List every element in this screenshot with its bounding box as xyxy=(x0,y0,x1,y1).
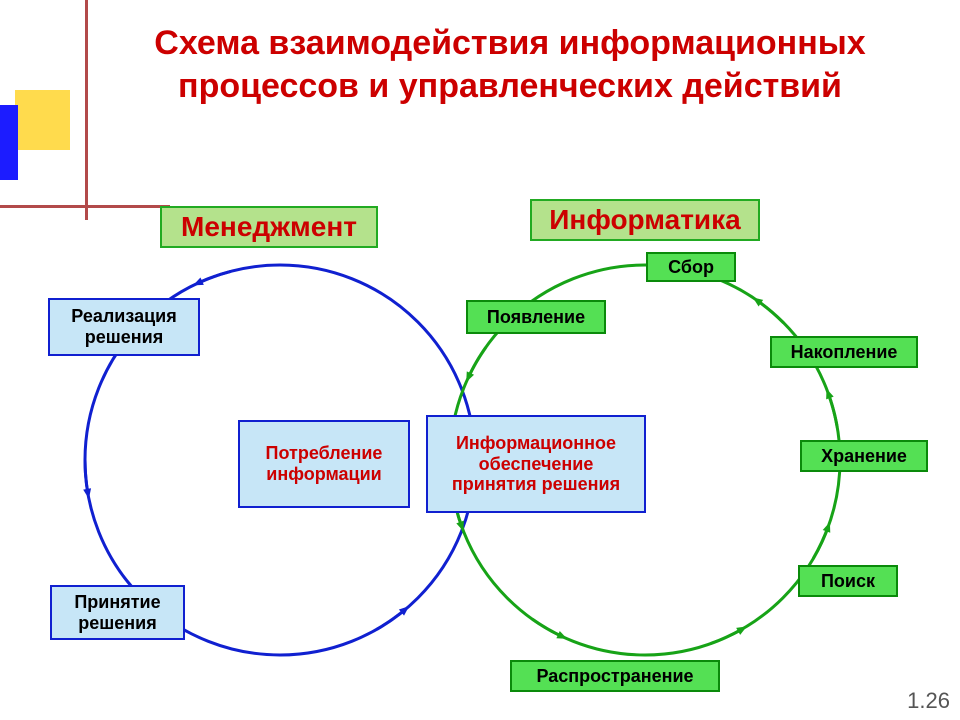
box-search: Поиск xyxy=(798,565,898,597)
box-realization: Реализациярешения xyxy=(48,298,200,356)
box-collection: Сбор xyxy=(646,252,736,282)
box-appearance: Появление xyxy=(466,300,606,334)
box-consumption: Потреблениеинформации xyxy=(238,420,410,508)
diagram-stage: { "canvas": { "width": 960, "height": 72… xyxy=(0,0,960,720)
box-storage: Хранение xyxy=(800,440,928,472)
box-distribution: Распространение xyxy=(510,660,720,692)
box-provision: Информационноеобеспечениепринятия решени… xyxy=(426,415,646,513)
slide-number: 1.26 xyxy=(907,688,950,714)
box-accumulation: Накопление xyxy=(770,336,918,368)
box-decision: Принятиерешения xyxy=(50,585,185,640)
